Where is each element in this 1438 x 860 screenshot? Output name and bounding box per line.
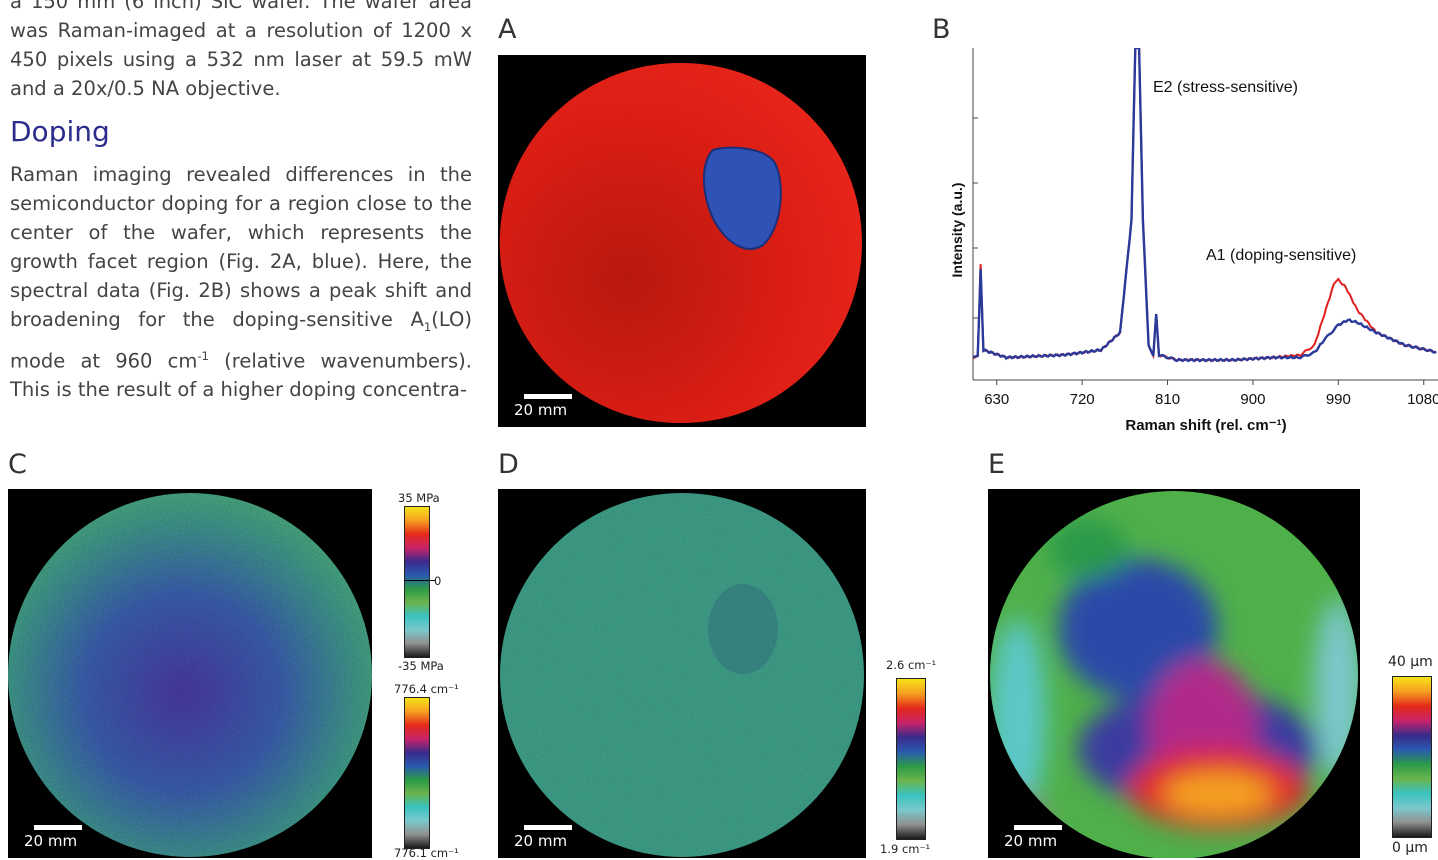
scale-bar-d: 20 mm [514, 825, 572, 850]
scale-bar-c: 20 mm [24, 825, 82, 850]
wafer-d-image [500, 493, 866, 858]
wafer-flat-cut [798, 340, 866, 427]
cbar-c2-top-label: 776.4 cm⁻¹ [394, 682, 459, 696]
panel-label-e: E [988, 449, 1006, 480]
x-tick-label: 990 [1326, 391, 1351, 408]
x-axis-label: Raman shift (rel. cm⁻¹) [1125, 417, 1286, 434]
panel-label-a: A [498, 14, 517, 45]
colorbar-e2-position [404, 697, 430, 849]
paragraph-methods: a 150 mm (6 inch) SiC wafer. The wafer a… [10, 0, 472, 100]
cbar-d-top-label: 2.6 cm⁻¹ [886, 658, 937, 672]
colorbar-topography [1392, 676, 1432, 838]
wafer-disc-d [500, 493, 864, 857]
facet-shadow-d [708, 584, 778, 674]
cbar-e-top-label: 40 µm [1388, 654, 1433, 670]
panel-d-fwhm-map: 20 mm [498, 489, 866, 858]
y-axis-label: Intensity (a.u.) [949, 183, 965, 278]
wafer-flat-cut-d [798, 777, 866, 858]
cbar-c1-mid-label: 0 [434, 574, 442, 588]
cbar-d-bottom-label: 1.9 cm⁻¹ [880, 842, 931, 856]
cbar-c1-top-label: 35 MPa [398, 491, 440, 505]
cbar-c1-bottom-label: -35 MPa [398, 659, 444, 673]
x-tick-label: 810 [1155, 391, 1180, 408]
panel-c-stress-map: 20 mm [8, 489, 372, 858]
wafer-a-image [499, 62, 866, 427]
wafer-flat-cut-c [308, 779, 372, 858]
scale-bar-e: 20 mm [1004, 825, 1062, 850]
panel-a-doping-map: 20 mm [498, 55, 866, 427]
facet-blue-region [702, 146, 782, 250]
cbar-e-bottom-label: 0 µm [1392, 840, 1428, 856]
x-tick-label: 630 [984, 391, 1009, 408]
wafer-e-image [990, 491, 1360, 858]
wafer-c-image [8, 493, 372, 858]
x-tick-label: 900 [1240, 391, 1265, 408]
panel-label-c: C [8, 449, 27, 480]
cbar-zero-mark [404, 580, 436, 581]
scale-bar-a: 20 mm [514, 394, 572, 419]
panel-label-b: B [932, 14, 951, 45]
panel-label-d: D [498, 449, 519, 480]
body-text-column: a 150 mm (6 inch) SiC wafer. The wafer a… [10, 0, 472, 404]
spectrum-svg: 630 720 810 900 990 1080 E2 (stress-sensitive… [949, 46, 1438, 434]
spectrum-line-blue [972, 46, 1437, 363]
panel-b-spectrum-chart: 630 720 810 900 990 1080 E2 (stress-sensitive… [940, 46, 1438, 438]
cbar-c2-bottom-label: 776.1 cm⁻¹ [394, 846, 459, 860]
x-tick-label: 720 [1070, 391, 1095, 408]
colorbar-fwhm [896, 678, 926, 840]
annotation-a1: A1 (doping-sensitive) [1206, 247, 1356, 264]
wafer-disc [502, 63, 862, 423]
x-tick-label: 1080 [1407, 391, 1438, 408]
paragraph-doping: Raman imaging revealed differences in th… [10, 163, 472, 402]
annotation-e2: E2 (stress-sensitive) [1153, 79, 1298, 96]
section-heading-doping: Doping [10, 115, 110, 148]
panel-e-topography-map: 20 mm [988, 489, 1360, 858]
wafer-flat-cut-e [1290, 774, 1360, 858]
colorbar-stress [404, 506, 436, 658]
wafer-disc-c [8, 493, 372, 857]
